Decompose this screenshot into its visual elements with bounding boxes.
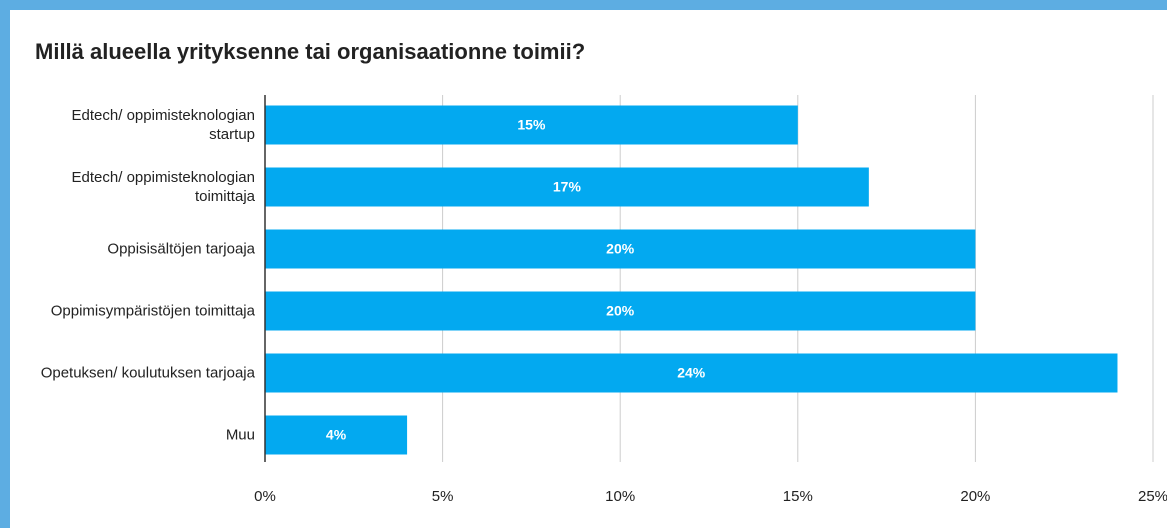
value-label: 20% <box>606 241 635 257</box>
chart-panel: Millä alueella yrityksenne tai organisaa… <box>10 10 1167 528</box>
bar <box>265 415 408 455</box>
bar <box>265 291 976 331</box>
value-label: 4% <box>326 427 347 443</box>
y-tick-label: Edtech/ oppimisteknologian toimittaja <box>71 169 255 205</box>
value-label: 15% <box>517 117 546 133</box>
chart: Millä alueella yrityksenne tai organisaa… <box>35 39 1167 505</box>
y-tick-label: Opetuksen/ koulutuksen tarjoaja <box>40 364 255 382</box>
x-tick-label: 20% <box>960 488 990 505</box>
chart-title: Millä alueella yrityksenne tai organisaa… <box>35 39 585 64</box>
x-tick-label: 10% <box>605 488 635 505</box>
value-label: 24% <box>677 365 706 381</box>
bar <box>265 167 869 207</box>
bar <box>265 229 976 269</box>
value-label: 20% <box>606 303 635 319</box>
y-tick-label: Edtech/ oppimisteknologian startup <box>71 107 255 143</box>
bar <box>265 353 1118 393</box>
x-tick-label: 0% <box>254 488 276 505</box>
x-tick-label: 5% <box>432 488 454 505</box>
value-label: 17% <box>553 179 582 195</box>
x-tick-label: 25% <box>1138 488 1167 505</box>
y-tick-label: Oppimisympäristöjen toimittaja <box>50 302 255 320</box>
x-tick-label: 15% <box>783 488 813 505</box>
bar <box>265 105 798 145</box>
y-tick-label: Muu <box>225 426 255 444</box>
y-tick-label: Oppisisältöjen tarjoaja <box>107 240 255 258</box>
